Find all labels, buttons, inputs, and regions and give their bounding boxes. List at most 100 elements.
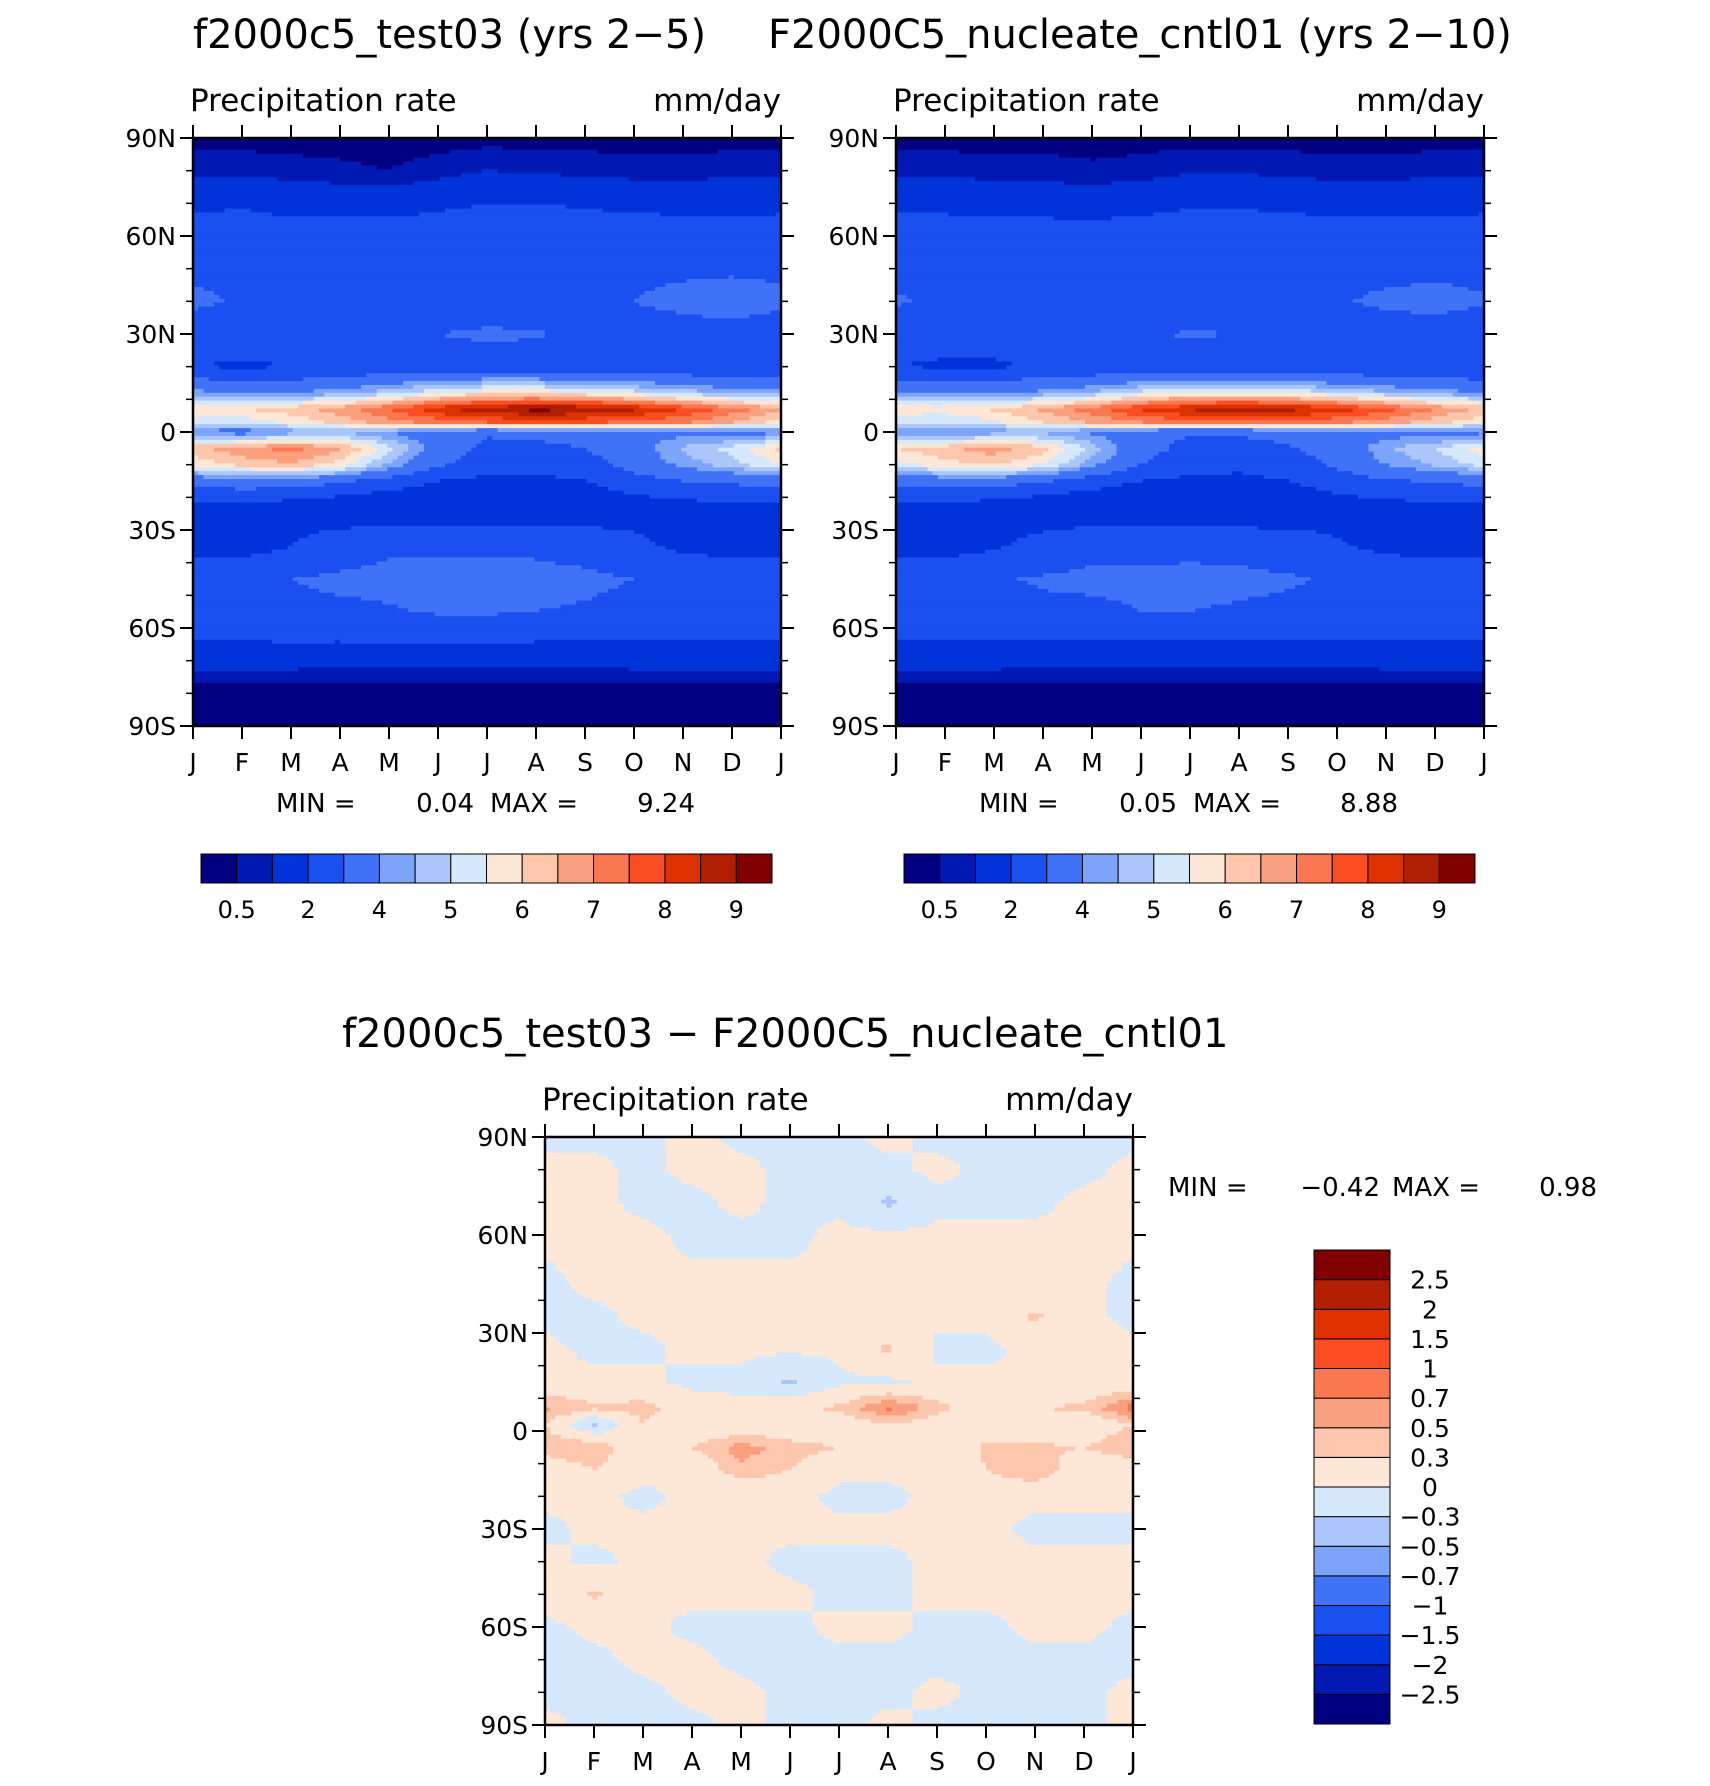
contour-cell [545,1184,620,1189]
contour-cell [545,1450,614,1456]
contour-cell [324,392,378,398]
contour-cell [193,306,199,312]
contour-cell [366,373,693,378]
contour-cell [193,138,782,143]
contour-cell [193,196,782,202]
contour-cell [545,1517,562,1522]
contour-cell [413,181,782,186]
contour-cell [193,522,782,527]
contour-cell [739,1215,746,1220]
contour-cell [613,1446,693,1452]
contour-cell [566,1717,714,1722]
contour-cell [1106,1297,1134,1303]
contour-cell [1027,580,1307,586]
contour-cell [1389,463,1433,468]
contour-cell [912,1493,1134,1499]
contour-cell [723,1666,1134,1671]
contour-cell [749,463,782,468]
contour-cell [755,1156,914,1162]
contour-cell [566,1278,1113,1283]
contour-cell [623,1207,725,1213]
contour-cell [1058,471,1112,476]
contour-cell [502,416,588,421]
contour-cell [1001,1356,1134,1362]
contour-cell [1101,1438,1134,1444]
contour-cell [545,1231,667,1236]
contour-cell [671,1238,814,1244]
contour-cell [277,177,441,182]
contour-cell [319,408,362,413]
contour-cell [1001,420,1044,425]
contour-cell [193,694,782,700]
x-tick-label: J [833,1747,842,1776]
colorbar-swatch [521,853,559,884]
contour-cell [345,424,714,429]
contour-cell [193,541,294,547]
contour-cell [1447,310,1485,315]
contour-cell [203,286,656,292]
contour-cell [545,1376,667,1381]
contour-cell [713,1721,767,1726]
contour-cell [912,1619,1008,1624]
contour-cell [545,1658,620,1663]
contour-cell [597,1642,698,1648]
x-tick-label: F [938,748,952,777]
contour-cell [545,1497,625,1503]
contour-cell [749,1442,824,1448]
contour-cell [896,141,1485,147]
contour-cell [707,1454,735,1460]
contour-cell [1468,467,1485,472]
contour-cell [1032,463,1060,468]
contour-cell [1274,439,1380,445]
contour-cell [896,192,1485,198]
contour-cell [1106,435,1186,441]
contour-cell [707,553,782,559]
contour-cell [1137,608,1196,613]
contour-cell [718,1137,866,1142]
contour-cell [1091,1442,1134,1448]
contour-cell [1431,408,1469,413]
contour-cell [1127,1329,1134,1334]
contour-cell [912,1576,1134,1581]
contour-cell [1106,1305,1134,1311]
contour-cell [1095,443,1118,449]
contour-cell [545,1481,840,1487]
contour-cell [1305,451,1375,457]
contour-cell [949,1403,1066,1409]
contour-cell [728,396,782,402]
contour-cell [408,459,457,464]
contour-cell [545,1140,667,1146]
contour-cell [818,1627,914,1632]
contour-cell [193,349,782,355]
contour-cell [896,373,1097,378]
contour-cell [896,236,1485,241]
contour-cell [193,451,231,457]
contour-cell [424,447,472,453]
contour-cell [545,1583,809,1589]
contour-cell [844,1368,1134,1373]
contour-cell [350,416,388,421]
x-tick-label: J [187,748,196,777]
contour-cell [471,337,520,343]
contour-cell [938,455,1028,461]
contour-cell [655,286,782,292]
contour-cell [607,588,782,594]
contour-cell [807,1583,914,1589]
colorbar-label: 1 [1422,1355,1438,1384]
contour-cell [545,1474,735,1479]
x-tick-label: M [632,1747,654,1776]
contour-cell [1106,1701,1134,1706]
contour-cell [760,1203,887,1209]
contour-cell [896,663,1485,668]
contour-cell [839,1481,893,1487]
contour-cell [481,381,546,386]
contour-cell [193,165,378,170]
contour-cell [545,1329,641,1334]
contour-cell [948,443,1034,449]
contour-cell [1127,153,1485,159]
contour-cell [1074,435,1107,441]
contour-cell [896,267,1485,272]
contour-cell [282,498,698,504]
contour-cell [545,1591,588,1597]
